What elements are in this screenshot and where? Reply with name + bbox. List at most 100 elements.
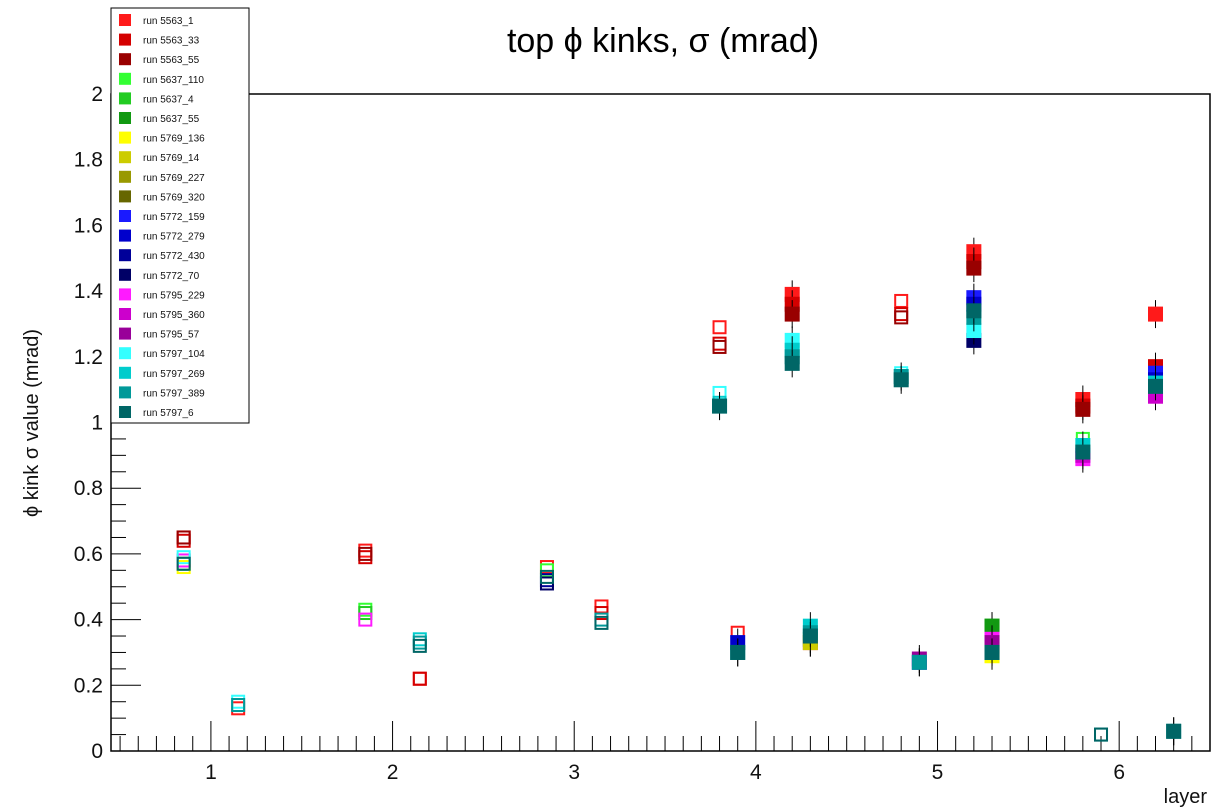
x-axis-title: layer <box>1164 786 1208 808</box>
data-point <box>1148 306 1164 322</box>
legend-label: run 5795_57 <box>143 330 200 341</box>
legend-swatch <box>119 210 131 222</box>
legend-label: run 5772_159 <box>143 212 205 223</box>
data-point <box>730 644 746 660</box>
data-point <box>358 546 373 561</box>
legend-label: run 5772_430 <box>143 251 205 262</box>
legend-label: run 5637_110 <box>143 75 204 86</box>
legend-swatch <box>119 131 131 144</box>
legend-swatch <box>119 72 131 85</box>
data-point <box>412 635 427 650</box>
legend-swatch <box>119 151 131 164</box>
data-point <box>784 306 800 322</box>
legend-swatch <box>119 347 131 360</box>
data-point <box>893 372 909 388</box>
data-point <box>802 628 818 644</box>
data-point <box>231 698 246 713</box>
data-point <box>894 293 909 308</box>
y-tick-label: 1.2 <box>74 346 103 369</box>
legend-swatch <box>119 288 131 301</box>
data-point <box>712 398 728 414</box>
data-point <box>894 310 909 325</box>
data-point <box>412 671 427 686</box>
data-point <box>966 303 982 319</box>
legend-swatch <box>119 327 131 340</box>
data-point <box>712 339 727 354</box>
legend-swatch <box>119 190 131 203</box>
legend-box <box>110 7 250 424</box>
legend-swatch <box>119 366 131 379</box>
data-point <box>712 320 727 335</box>
y-tick-label: 0.6 <box>74 543 103 566</box>
legend-swatch <box>119 229 131 242</box>
x-tick-label: 6 <box>1113 761 1125 784</box>
legend-label: run 5563_1 <box>143 16 194 27</box>
legend-label: run 5563_33 <box>143 36 200 47</box>
legend-label: run 5769_136 <box>143 134 205 145</box>
data-point <box>539 569 554 584</box>
data-point <box>712 336 727 351</box>
data-point <box>176 530 191 545</box>
data-point <box>1075 401 1091 417</box>
legend-label: run 5795_229 <box>143 290 205 301</box>
y-tick-label: 2 <box>91 83 103 106</box>
data-point <box>966 260 982 276</box>
legend-label: run 5797_6 <box>143 408 194 419</box>
data-point <box>1166 723 1182 739</box>
legend-swatch <box>119 33 131 46</box>
legend-label: run 5769_14 <box>143 153 200 164</box>
legend-label: run 5797_104 <box>143 349 205 360</box>
legend-swatch <box>119 406 131 418</box>
legend-label: run 5637_4 <box>143 94 194 105</box>
legend-label: run 5797_269 <box>143 369 205 380</box>
y-tick-label: 0.2 <box>74 674 103 697</box>
legend-label: run 5772_70 <box>143 271 200 282</box>
y-tick-label: 0.4 <box>74 609 104 632</box>
legend-swatch <box>119 308 131 320</box>
legend-swatch <box>119 92 131 105</box>
legend-label: run 5637_55 <box>143 114 200 125</box>
y-tick-label: 1.4 <box>74 280 104 303</box>
data-point <box>176 530 191 545</box>
data-point <box>1094 727 1109 742</box>
data-point <box>358 612 373 627</box>
chart-title: top ϕ kinks, σ (mrad) <box>507 22 819 60</box>
data-point <box>984 644 1000 660</box>
data-point <box>1148 378 1164 394</box>
y-tick-label: 1.8 <box>74 149 103 172</box>
legend-label: run 5797_389 <box>143 388 205 399</box>
x-tick-label: 5 <box>932 761 944 784</box>
legend-label: run 5795_360 <box>143 310 205 321</box>
data-point <box>176 556 191 571</box>
y-tick-label: 0 <box>91 740 103 763</box>
data-point <box>911 654 927 670</box>
x-tick-label: 4 <box>750 761 762 784</box>
y-tick-label: 1 <box>91 412 103 435</box>
legend-label: run 5563_55 <box>143 55 200 66</box>
data-point <box>594 615 609 630</box>
legend-label: run 5769_320 <box>143 192 205 203</box>
data-point <box>412 638 427 653</box>
x-tick-label: 3 <box>568 761 580 784</box>
legend-swatch <box>119 170 131 183</box>
legend-label: run 5772_279 <box>143 232 205 243</box>
legend-swatch <box>119 386 131 399</box>
x-tick-label: 1 <box>205 761 217 784</box>
legend-swatch <box>119 14 131 26</box>
data-point <box>894 307 909 322</box>
data-point <box>784 355 800 371</box>
legend-swatch <box>119 112 131 124</box>
legend-label: run 5769_227 <box>143 173 205 184</box>
x-tick-label: 2 <box>387 761 399 784</box>
legend-swatch <box>119 53 131 66</box>
y-axis-title: ϕ kink σ value (mrad) <box>21 329 43 517</box>
data-point <box>176 533 191 548</box>
data-point <box>1075 444 1091 460</box>
y-tick-label: 1.6 <box>74 214 103 237</box>
legend-swatch <box>119 268 131 281</box>
plot-frame <box>110 93 1211 752</box>
legend-swatch <box>119 249 131 262</box>
data-point <box>412 671 427 686</box>
